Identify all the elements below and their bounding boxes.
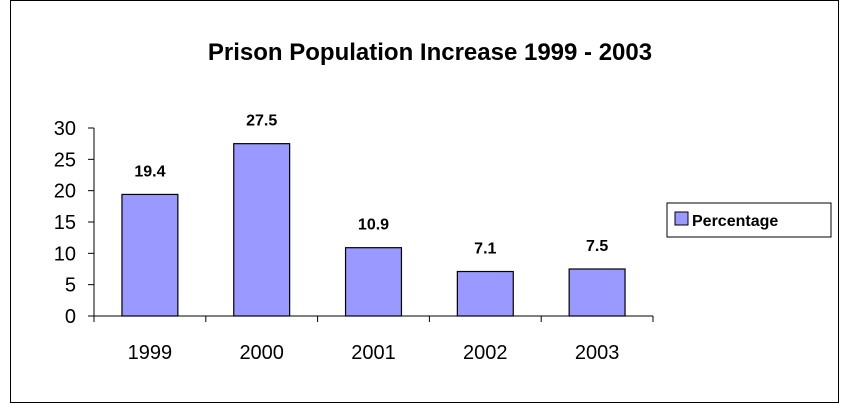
legend-label: Percentage [692,213,778,230]
bar [456,270,514,317]
legend-swatch [674,211,689,226]
x-tick-label: 2003 [575,342,620,364]
data-label: 19.4 [134,163,165,180]
data-label: 7.1 [474,241,496,258]
data-label: 27.5 [246,113,277,130]
data-label: 7.5 [586,238,608,255]
y-tick-label: 30 [54,118,76,140]
bar [121,193,179,317]
x-tick-label: 2001 [351,342,396,364]
plot-area: 19.4199927.5200010.920017.120027.5200305… [54,113,654,364]
y-tick-label: 0 [65,306,76,328]
bar [233,143,291,317]
bar [568,268,626,317]
y-tick-label: 20 [54,181,76,203]
legend-box [666,202,832,238]
chart-title: Prison Population Increase 1999 - 2003 [208,39,652,66]
y-tick-label: 15 [54,212,76,234]
y-tick-label: 5 [65,275,76,297]
x-tick-label: 2002 [463,342,508,364]
legend: Percentage [666,202,832,238]
data-label: 10.9 [358,217,389,234]
x-tick-label: 1999 [128,342,173,364]
x-tick-label: 2000 [239,342,284,364]
y-tick-label: 10 [54,243,76,265]
y-tick-label: 25 [54,149,76,171]
bar [344,247,403,317]
